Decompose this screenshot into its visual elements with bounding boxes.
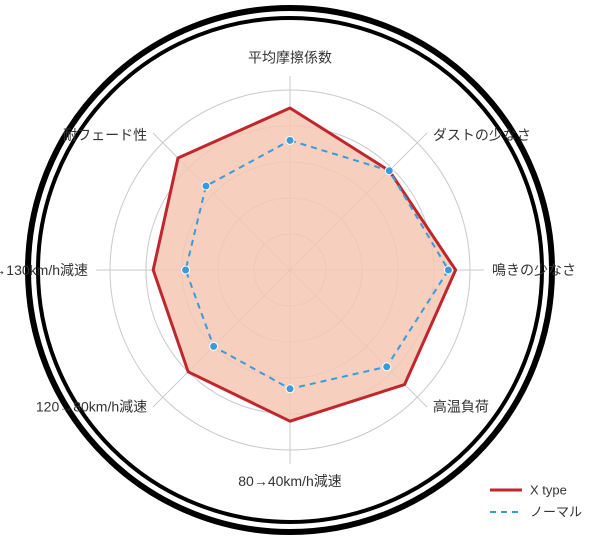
axis-label: 高温負荷 (433, 398, 489, 414)
series-marker-ノーマル (182, 266, 190, 274)
legend: X type ノーマル (490, 483, 582, 520)
axis-label: 160→130km/h減速 (0, 262, 88, 278)
axis-label: 鳴きの少なさ (492, 262, 576, 278)
series-marker-ノーマル (383, 363, 391, 371)
series-marker-ノーマル (286, 136, 294, 144)
radar-series (153, 108, 455, 421)
axis-label: 120→80km/h減速 (36, 398, 147, 414)
series-marker-ノーマル (210, 342, 218, 350)
axis-label: 80→40km/h減速 (238, 473, 341, 489)
series-marker-ノーマル (286, 385, 294, 393)
series-marker-ノーマル (385, 167, 393, 175)
series-marker-ノーマル (444, 266, 452, 274)
radar-chart: 平均摩擦係数ダストの少なさ鳴きの少なさ高温負荷 80→40km/h減速 120→80… (0, 0, 600, 543)
axis-label: 平均摩擦係数 (248, 49, 332, 65)
legend-label: X type (530, 483, 567, 498)
series-marker-ノーマル (202, 182, 210, 190)
axis-label: ダストの少なさ (433, 127, 531, 143)
legend-label: ノーマル (530, 505, 582, 520)
axis-label: 耐フェード性 (63, 127, 147, 143)
